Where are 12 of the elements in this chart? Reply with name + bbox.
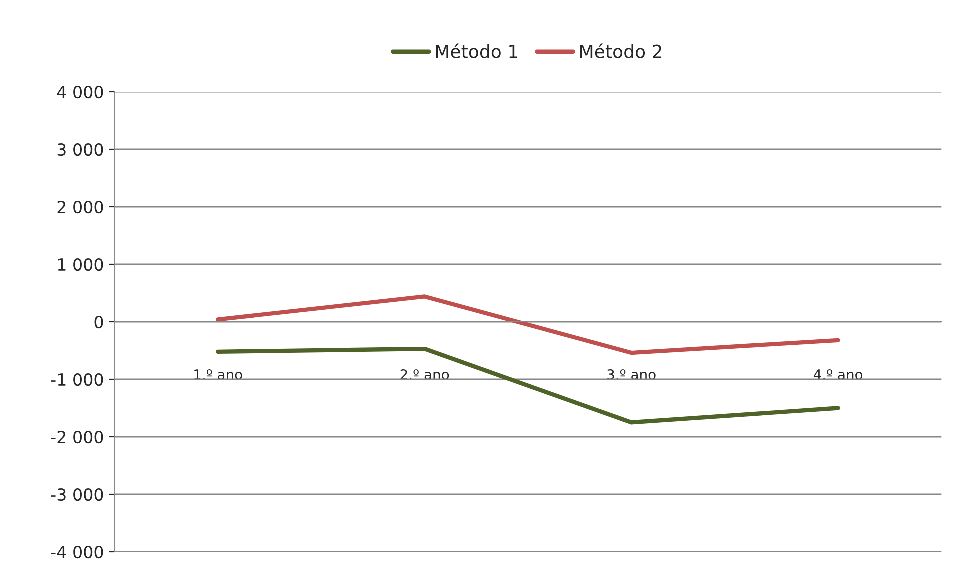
y-tick-label: -2 000 [51, 430, 104, 444]
y-tick-label: -3 000 [51, 488, 104, 502]
y-tick-label: -1 000 [51, 373, 104, 386]
y-tick-label: 4 000 [57, 86, 104, 99]
line-series [216, 294, 840, 356]
y-tick-label: 0 [94, 316, 104, 329]
legend-label: Método 1 [436, 44, 518, 58]
legend-label: Método 2 [580, 44, 662, 58]
y-tick-label: -4 000 [51, 546, 104, 559]
y-tick-label: 2 000 [58, 200, 104, 214]
y-tick-label: 3 000 [58, 143, 104, 156]
y-tick-label: 1 000 [58, 258, 104, 272]
